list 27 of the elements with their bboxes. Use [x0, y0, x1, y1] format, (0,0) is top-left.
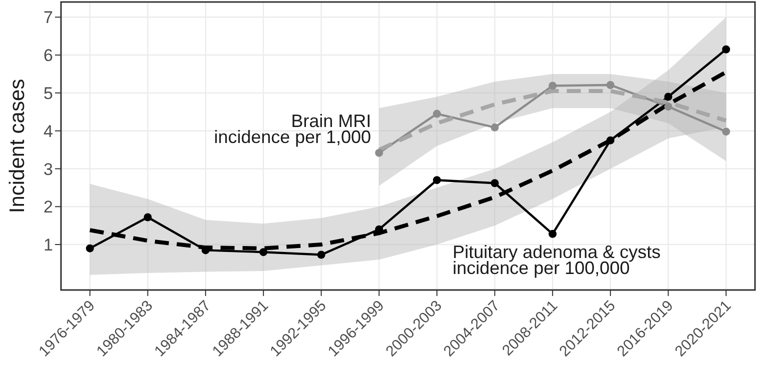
point — [490, 179, 499, 188]
point — [548, 82, 557, 90]
y-tick-label: 6 — [44, 46, 53, 66]
series-label: Pituitary adenoma & cysts incidence per 100,000 — [452, 242, 661, 278]
point — [490, 123, 499, 132]
y-tick-label: 4 — [44, 122, 53, 141]
point — [259, 248, 268, 256]
point — [86, 244, 94, 252]
point — [722, 128, 730, 136]
y-tick-label: 5 — [44, 84, 53, 103]
y-tick-label: 2 — [44, 198, 53, 217]
series-label: Brain MRI incidence per 1,000 — [214, 110, 372, 147]
point — [375, 148, 384, 157]
point — [606, 136, 614, 144]
point — [432, 176, 441, 184]
point — [548, 230, 557, 238]
point — [664, 92, 672, 101]
point — [144, 213, 152, 222]
point — [606, 80, 614, 89]
point — [722, 45, 730, 54]
point — [432, 110, 441, 118]
point — [664, 102, 672, 111]
point — [317, 250, 326, 259]
y-tick-label: 7 — [44, 8, 53, 28]
y-axis-title: Incident cases — [6, 78, 29, 214]
y-tick-label: 3 — [44, 160, 53, 179]
y-tick-label: 1 — [44, 236, 53, 255]
